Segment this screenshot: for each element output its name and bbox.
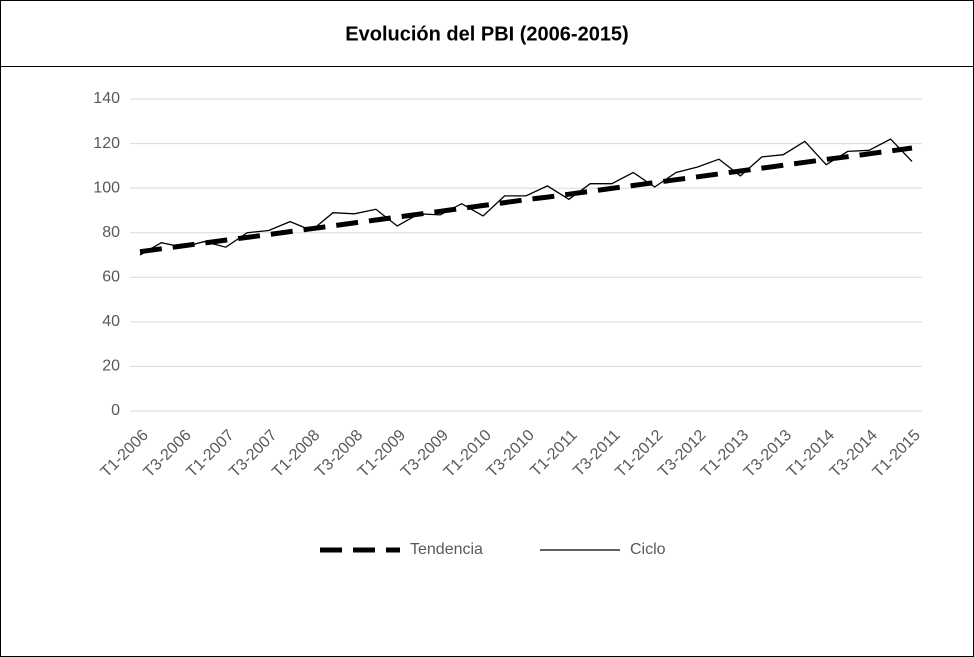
y-tick-label: 60	[102, 269, 120, 286]
y-tick-label: 0	[111, 402, 120, 419]
legend-label: Ciclo	[630, 541, 666, 558]
y-tick-label: 120	[93, 135, 120, 152]
series-line	[139, 138, 913, 256]
y-tick-label: 100	[93, 179, 120, 196]
legend-label: Tendencia	[410, 541, 483, 558]
y-tick-label: 80	[102, 224, 120, 241]
y-tick-label: 140	[93, 90, 120, 107]
y-tick-label: 20	[102, 358, 120, 375]
chart-title: Evolución del PBI (2006-2015)	[345, 23, 628, 45]
y-tick-label: 40	[102, 313, 120, 330]
